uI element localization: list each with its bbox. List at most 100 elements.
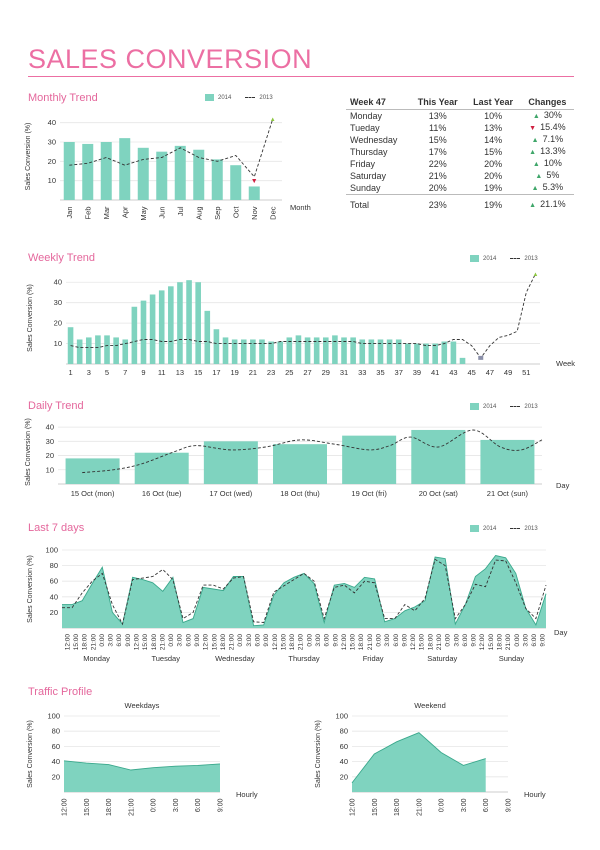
- hour-tick-label: 3:00: [315, 634, 322, 647]
- x-tick-label: 13: [176, 368, 184, 377]
- bar-2014: [85, 337, 92, 364]
- x-tick-label: 27: [303, 368, 311, 377]
- hour-tick-label: 12:00: [64, 634, 71, 651]
- x-tick-label: 6:00: [195, 798, 202, 812]
- line-2013: [69, 118, 274, 178]
- hour-tick-label: 21:00: [505, 634, 512, 651]
- hour-tick-label: 6:00: [254, 634, 261, 647]
- y-tick-label: 100: [335, 712, 348, 721]
- hour-tick-label: 21:00: [229, 634, 236, 651]
- x-axis-label: Hourly: [524, 790, 546, 799]
- hour-tick-label: 21:00: [436, 634, 443, 651]
- this-year-cell: 13%: [428, 110, 447, 121]
- bar-2014: [450, 341, 457, 364]
- bar-2014: [405, 343, 411, 364]
- y-tick-label: 100: [45, 546, 58, 555]
- table-row: Total 23% 19% ▲ 21.1%: [346, 194, 574, 211]
- hour-tick-label: 12:00: [133, 634, 140, 651]
- x-tick-label: 25: [285, 368, 293, 377]
- hour-tick-label: 12:00: [479, 634, 486, 651]
- x-tick-label: 37: [395, 368, 403, 377]
- hour-tick-label: 9:00: [540, 634, 547, 647]
- bar-2014: [177, 282, 183, 364]
- bar-2014: [119, 138, 131, 200]
- day-cell: Sunday: [350, 182, 381, 193]
- y-tick-label: 20: [52, 772, 60, 781]
- bar-2014: [63, 142, 75, 200]
- bar-2014: [82, 143, 94, 200]
- hour-tick-label: 6:00: [185, 634, 192, 647]
- area-2014: [62, 555, 546, 628]
- area-weekend: [352, 732, 486, 792]
- y-tick-label: 10: [48, 176, 56, 185]
- x-tick-label: Jul: [176, 206, 185, 216]
- change-value: 5%: [546, 170, 560, 180]
- legend-swatch-2014: [470, 255, 479, 262]
- y-axis-label: Sales Conversion (%): [27, 284, 34, 352]
- col-changes: Changes: [520, 95, 574, 110]
- bar-2014: [250, 339, 256, 364]
- chart-title: Weekdays: [125, 701, 160, 710]
- change-value: 5.3%: [542, 182, 564, 192]
- monthly-legend: 2014 2013: [205, 94, 273, 101]
- legend-label-2014: 2014: [483, 255, 497, 262]
- x-tick-label: Apr: [120, 206, 129, 218]
- up-marker-icon: ▲: [532, 272, 538, 278]
- bar-2014: [432, 343, 438, 364]
- bar-2014: [67, 327, 74, 364]
- x-tick-label: 11: [158, 368, 166, 377]
- legend-label-2013: 2013: [524, 403, 538, 410]
- y-tick-label: 30: [54, 298, 62, 307]
- x-tick-label: Jun: [157, 207, 166, 219]
- x-tick-label: 21:00: [416, 798, 423, 816]
- y-tick-label: 40: [46, 423, 54, 432]
- weekly-legend: 2014 2013: [470, 255, 538, 262]
- hour-tick-label: 12:00: [272, 634, 279, 651]
- y-tick-label: 60: [50, 577, 58, 586]
- bar-2014: [156, 151, 168, 200]
- hour-tick-label: 9:00: [471, 634, 478, 647]
- change-cell: ▲ 13.3%: [521, 146, 574, 158]
- x-tick-label: Jan: [65, 207, 74, 219]
- y-tick-label: 20: [50, 608, 58, 617]
- table-row: Monday 13% 10% ▲ 30%: [346, 110, 574, 123]
- hour-tick-label: 12:00: [203, 634, 210, 651]
- x-tick-label: 18:00: [394, 798, 401, 816]
- x-tick-label: Aug: [194, 207, 203, 220]
- x-tick-label: 19 Oct (fri): [351, 489, 387, 498]
- table-row: Friday 22% 20% ▲ 10%: [346, 158, 574, 170]
- x-tick-label: 9:00: [218, 798, 225, 812]
- hour-tick-label: 15:00: [488, 634, 495, 651]
- x-tick-label: 21:00: [128, 798, 135, 816]
- bar-2014: [480, 439, 535, 484]
- x-tick-label: 3:00: [173, 798, 180, 812]
- x-tick-label: Nov: [250, 206, 259, 220]
- hour-tick-label: 15:00: [419, 634, 426, 651]
- bar-2014: [95, 335, 101, 364]
- x-tick-label: 23: [267, 368, 275, 377]
- bar-2014: [277, 341, 284, 364]
- day-cell: Tueday: [350, 122, 380, 133]
- change-cell: ▲ 5.3%: [521, 182, 574, 195]
- hour-tick-label: 15:00: [211, 634, 218, 651]
- day-cell: Saturday: [350, 170, 387, 181]
- x-tick-label: 15: [194, 368, 202, 377]
- y-axis-label: Sales Conversion (%): [27, 720, 34, 788]
- x-tick-label: 17: [212, 368, 220, 377]
- down-marker-icon: ▼: [251, 178, 258, 185]
- y-tick-label: 10: [46, 465, 54, 474]
- bar-2014: [332, 335, 338, 364]
- bar-2014: [186, 280, 192, 364]
- x-axis-label: Hourly: [236, 790, 258, 799]
- hour-tick-label: 0:00: [514, 634, 521, 647]
- change-cell: ▲ 30%: [521, 110, 574, 123]
- y-tick-label: 40: [48, 118, 56, 127]
- hour-tick-label: 12:00: [410, 634, 417, 651]
- y-axis-label: Sales Conversion (%): [27, 555, 34, 623]
- arrow-up-icon: ▲: [532, 113, 540, 120]
- last-year-cell: 20%: [484, 158, 503, 169]
- y-axis-label: Sales Conversion (%): [25, 418, 32, 486]
- bar-2014: [248, 186, 260, 200]
- bar-2014: [414, 343, 420, 364]
